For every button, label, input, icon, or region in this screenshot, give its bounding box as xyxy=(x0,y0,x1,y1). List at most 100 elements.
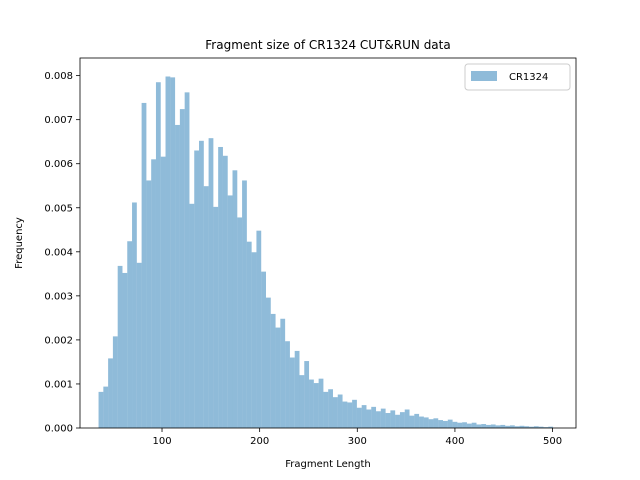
histogram-bar xyxy=(428,419,434,428)
histogram-bar xyxy=(179,109,185,428)
bars-group xyxy=(98,76,554,429)
histogram-bar xyxy=(108,358,113,428)
histogram-bar xyxy=(519,425,525,428)
x-axis-label: Fragment Length xyxy=(285,459,370,470)
histogram-bar xyxy=(328,389,333,428)
histogram-bar xyxy=(170,77,176,428)
histogram-bar xyxy=(203,186,209,428)
y-axis: 0.000 0.001 0.002 0.003 0.004 0.005 0.006 0.007… xyxy=(44,71,80,435)
histogram-bar xyxy=(270,313,276,428)
histogram-bar xyxy=(438,420,444,428)
histogram-bar xyxy=(213,206,219,428)
histogram-bar xyxy=(127,241,133,428)
histogram-bar xyxy=(112,336,118,428)
histogram-bar xyxy=(466,423,472,428)
plot-frame xyxy=(79,57,577,429)
histogram-bar xyxy=(208,138,214,429)
histogram-bar xyxy=(433,418,439,428)
histogram-bar xyxy=(146,180,152,428)
y-tick-label: 0.001 xyxy=(44,379,73,390)
histogram-bar xyxy=(313,383,319,428)
y-axis-label: Frequency xyxy=(14,217,25,269)
histogram-bar xyxy=(385,413,391,428)
histogram-bar xyxy=(332,397,338,428)
x-tick-label: 300 xyxy=(348,436,367,447)
histogram-bar xyxy=(251,252,257,428)
histogram-bar xyxy=(452,421,458,428)
histogram-bar xyxy=(237,217,243,428)
histogram-bar xyxy=(294,350,300,428)
histogram-bar xyxy=(246,241,252,428)
histogram-bar xyxy=(443,420,448,428)
histogram-bar xyxy=(352,399,357,428)
histogram-bar xyxy=(543,427,549,428)
histogram-bar xyxy=(151,159,156,428)
histogram-bar xyxy=(390,410,396,428)
histogram-bar xyxy=(304,361,310,428)
histogram-bar xyxy=(371,406,377,428)
histogram-bar xyxy=(165,76,171,428)
histogram-bar xyxy=(524,426,530,428)
histogram-bar xyxy=(122,272,128,428)
histogram-bar xyxy=(471,422,477,428)
histogram-bar xyxy=(261,271,266,428)
histogram-bar xyxy=(380,408,386,428)
y-tick-label: 0.003 xyxy=(44,291,73,302)
x-tick-label: 200 xyxy=(250,436,269,447)
histogram-bar xyxy=(98,391,104,428)
x-tick-label: 500 xyxy=(543,436,562,447)
x-axis: 100 200 300 400 500 xyxy=(152,428,562,447)
histogram-bar xyxy=(275,327,281,428)
histogram-bar xyxy=(500,424,506,428)
y-tick-label: 0.005 xyxy=(44,203,73,214)
histogram-bar xyxy=(285,341,290,428)
histogram-bar xyxy=(490,424,496,428)
histogram-bar xyxy=(136,262,142,428)
histogram-bar xyxy=(505,425,510,428)
histogram-bar xyxy=(337,394,343,428)
histogram-bar xyxy=(232,170,238,428)
y-tick-label: 0.008 xyxy=(44,71,73,82)
y-tick-label: 0.007 xyxy=(44,115,73,126)
histogram-bar xyxy=(199,140,204,428)
histogram-bar xyxy=(419,416,424,428)
legend: CR1324 xyxy=(464,63,571,91)
histogram-bar xyxy=(189,203,195,428)
histogram-bar xyxy=(184,92,190,429)
histogram-bar xyxy=(194,150,200,428)
histogram-bar xyxy=(376,411,381,428)
histogram-bar xyxy=(356,407,362,428)
x-tick-label: 100 xyxy=(152,436,171,447)
histogram-bar xyxy=(227,195,233,428)
histogram-bar xyxy=(323,391,329,428)
histogram-bar xyxy=(514,426,520,428)
histogram-bar xyxy=(132,202,137,428)
y-tick-label: 0.000 xyxy=(44,424,73,435)
histogram-bar xyxy=(510,425,515,428)
histogram-bar xyxy=(409,415,415,428)
histogram-bar xyxy=(423,417,429,428)
histogram-bar xyxy=(218,146,223,429)
histogram-bar xyxy=(361,405,367,428)
histogram-bar xyxy=(160,156,166,429)
histogram-bar xyxy=(266,297,271,428)
histogram-bar xyxy=(548,426,554,428)
histogram-bar xyxy=(347,402,353,428)
histogram-bar xyxy=(289,357,295,428)
x-tick-label: 400 xyxy=(445,436,464,447)
histogram-bar xyxy=(141,102,147,429)
histogram-bar xyxy=(399,412,405,428)
histogram-bar xyxy=(395,414,400,428)
histogram-bar xyxy=(222,155,228,429)
histogram-bar xyxy=(299,375,305,428)
histogram-bar xyxy=(457,422,463,428)
histogram-bar xyxy=(175,124,180,428)
histogram-bar xyxy=(242,180,247,428)
histogram-bar xyxy=(481,424,487,428)
histogram-bar xyxy=(529,426,534,428)
histogram-bar xyxy=(414,413,420,428)
histogram-bar xyxy=(117,265,123,428)
legend-swatch xyxy=(471,71,497,81)
histogram-bar xyxy=(280,318,286,428)
